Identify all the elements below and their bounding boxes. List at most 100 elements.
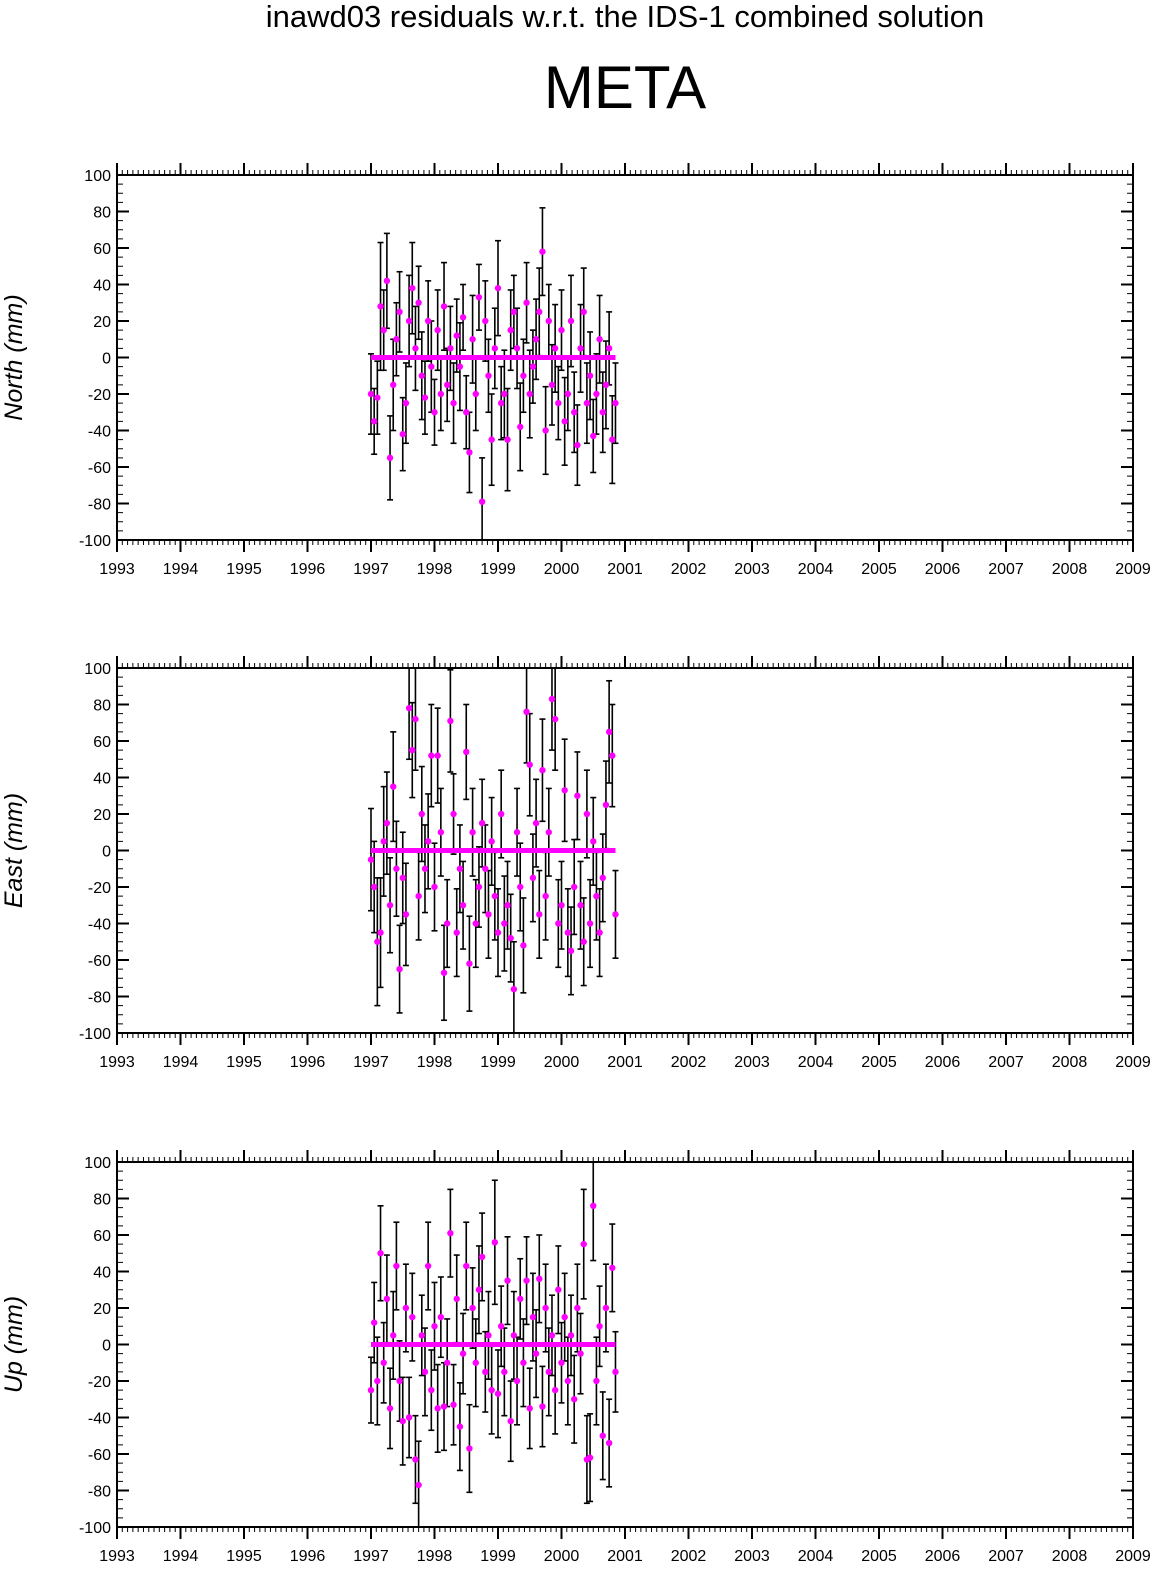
data-point	[421, 1368, 429, 1376]
x-tick-label: 2008	[1052, 561, 1088, 578]
data-point	[596, 929, 603, 936]
y-tick-label: 100	[84, 661, 111, 678]
data-point	[409, 1313, 416, 1321]
data-point	[571, 409, 578, 416]
data-point	[507, 1417, 514, 1425]
x-tick-label: 1999	[480, 1054, 516, 1071]
x-tick-label: 2004	[798, 1054, 834, 1071]
data-point	[529, 363, 537, 370]
x-tick-label: 1993	[99, 1054, 135, 1071]
data-point	[399, 874, 406, 882]
x-tick-label: 2002	[671, 561, 707, 578]
data-point	[605, 345, 613, 352]
data-point	[421, 865, 429, 872]
data-point	[542, 427, 549, 434]
data-point	[605, 1439, 613, 1447]
data-point	[390, 783, 397, 790]
data-point	[440, 303, 448, 310]
east-residuals-panel: 1993 1994 1995 1996 1997 1998 1999 2000 2001 2002…	[0, 656, 1151, 1071]
data-point	[561, 787, 568, 794]
plot-frame	[116, 174, 1134, 541]
x-tick-label: 2001	[607, 1548, 643, 1565]
data-point	[386, 902, 394, 909]
data-point	[396, 1377, 403, 1385]
x-tick-label: 2006	[925, 1054, 961, 1071]
data-point	[412, 1456, 419, 1463]
x-tick-label: 1993	[99, 1548, 135, 1565]
x-tick-label: 2001	[607, 1054, 643, 1071]
y-tick-label: -40	[88, 917, 111, 934]
data-point	[488, 838, 495, 845]
data-point	[577, 902, 584, 909]
data-layer	[367, 668, 619, 1033]
data-point	[523, 1277, 530, 1284]
data-point	[501, 920, 508, 927]
data-point	[571, 1396, 578, 1403]
data-point	[444, 381, 451, 389]
data-point	[456, 363, 464, 370]
data-point	[577, 345, 584, 352]
data-point	[555, 920, 562, 927]
data-point	[491, 345, 499, 352]
figure-supertitle: inawd03 residuals w.r.t. the IDS-1 combi…	[265, 0, 985, 34]
data-point	[440, 969, 448, 976]
data-point	[612, 911, 619, 918]
plot-frame	[116, 1161, 1134, 1528]
data-point	[602, 801, 610, 809]
data-point	[567, 317, 575, 325]
data-point	[558, 902, 565, 909]
data-point	[586, 920, 594, 927]
x-tick-label: 1994	[163, 1548, 199, 1565]
x-tick-label: 2002	[671, 1054, 707, 1071]
data-point	[402, 1304, 410, 1312]
y-tick-label: 80	[93, 1192, 111, 1209]
y-tick-label: -20	[88, 1374, 111, 1391]
data-point	[418, 810, 425, 818]
y-tick-label: -20	[88, 880, 111, 897]
data-point	[539, 1403, 546, 1410]
data-point	[370, 883, 378, 891]
data-point	[424, 317, 432, 325]
data-point	[485, 911, 492, 918]
data-point	[475, 1286, 483, 1293]
x-tick-label: 1999	[480, 1548, 516, 1565]
data-point	[428, 752, 435, 759]
x-tick-label: 2005	[861, 1054, 897, 1071]
data-point	[571, 883, 578, 891]
data-point	[393, 865, 400, 872]
data-point	[396, 965, 403, 973]
data-point	[590, 838, 597, 845]
data-point	[450, 399, 457, 407]
y-axis-title: East (mm)	[0, 793, 28, 908]
data-point	[612, 1368, 619, 1376]
data-point	[412, 715, 419, 723]
x-tick-label: 2003	[734, 1054, 770, 1071]
data-point	[513, 829, 521, 836]
y-tick-label: -80	[88, 990, 111, 1007]
data-point	[437, 829, 445, 836]
data-point	[488, 436, 495, 443]
data-point	[393, 1262, 400, 1270]
data-point	[434, 1405, 441, 1412]
data-point	[548, 695, 556, 703]
data-point	[609, 1264, 616, 1272]
data-point	[580, 938, 587, 945]
data-point	[501, 390, 508, 398]
data-point	[574, 441, 581, 449]
data-point	[418, 1332, 425, 1339]
data-point	[374, 1377, 381, 1385]
data-point	[469, 336, 476, 343]
y-tick-label: 60	[93, 1228, 111, 1245]
data-point	[488, 1386, 495, 1394]
data-point	[590, 1202, 597, 1209]
data-point	[370, 418, 378, 425]
y-tick-label: -60	[88, 953, 111, 970]
y-tick-label: -80	[88, 1484, 111, 1501]
data-point	[529, 874, 537, 882]
data-point	[545, 1368, 552, 1376]
data-point	[456, 1423, 464, 1430]
data-point	[431, 883, 438, 891]
data-point	[456, 865, 464, 872]
data-point	[380, 838, 387, 845]
data-point	[431, 409, 438, 416]
